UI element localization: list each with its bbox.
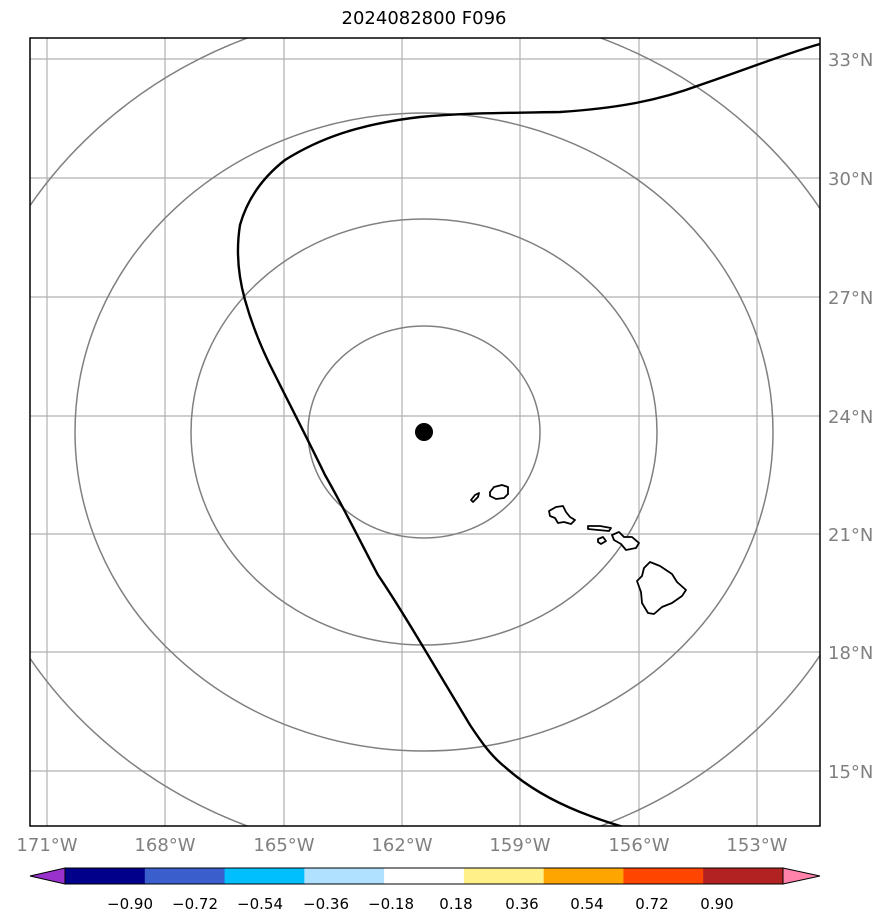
colorbar-segment — [224, 868, 305, 884]
island-hawaii — [636, 561, 687, 615]
lat-label: 30°N — [828, 169, 873, 190]
colorbar-tick-label: −0.36 — [303, 895, 349, 913]
island-maui — [611, 531, 640, 551]
colorbar-segment — [623, 868, 704, 884]
colorbar-tick-label: 0.72 — [635, 895, 668, 913]
lon-label: 159°W — [489, 835, 550, 856]
lat-label: 27°N — [828, 288, 873, 309]
colorbar-segment — [703, 868, 784, 884]
lon-label: 153°W — [726, 835, 787, 856]
colorbar-tick-label: −0.90 — [107, 895, 153, 913]
colorbar-segment — [384, 868, 465, 884]
range-ring-1 — [307, 325, 541, 539]
map-frame — [29, 37, 821, 827]
colorbar-extend-left — [29, 867, 66, 885]
colorbar-segment — [463, 868, 545, 884]
graticule — [30, 38, 820, 826]
colorbar-extend-right — [782, 867, 821, 885]
colorbar-tick-label: 0.36 — [505, 895, 538, 913]
lon-label: 156°W — [608, 835, 669, 856]
colorbar-tick-label: −0.72 — [172, 895, 218, 913]
map-title: 2024082800 F096 — [341, 8, 507, 29]
map-plot-area — [30, 38, 820, 826]
island-oahu — [548, 505, 576, 525]
lat-label: 18°N — [828, 643, 873, 664]
island-kauai — [489, 484, 509, 500]
lon-label: 171°W — [16, 835, 77, 856]
colorbar-segment — [65, 868, 146, 884]
lon-label: 162°W — [371, 835, 432, 856]
lat-label: 15°N — [828, 762, 873, 783]
range-ring-3 — [74, 112, 774, 752]
colorbar-outline — [64, 867, 784, 885]
colorbar-segment — [304, 868, 385, 884]
longitude-labels: 171°W 168°W 165°W 162°W 159°W 156°W 153°… — [16, 835, 787, 856]
colorbar-tick-label: −0.18 — [368, 895, 414, 913]
range-ring-4 — [30, 38, 820, 826]
colorbar-segment — [543, 868, 624, 884]
colorbar-tick-label: 0.90 — [700, 895, 733, 913]
latitude-labels: 33°N 30°N 27°N 24°N 21°N 18°N 15°N — [828, 50, 873, 783]
range-rings — [30, 38, 820, 826]
colorbar-segments — [65, 868, 784, 884]
lat-label: 33°N — [828, 50, 873, 71]
lon-label: 165°W — [253, 835, 314, 856]
lon-label: 168°W — [134, 835, 195, 856]
colorbar-segment — [144, 868, 226, 884]
storm-center-marker — [415, 423, 433, 441]
storm-track — [236, 42, 820, 826]
colorbar-tick-label: 0.54 — [570, 895, 603, 913]
range-ring-2 — [190, 218, 658, 646]
lat-label: 21°N — [828, 525, 873, 546]
colorbar-tick-labels: −0.90 −0.72 −0.54 −0.36 −0.18 0.18 0.36 … — [107, 895, 734, 913]
colorbar: −0.90 −0.72 −0.54 −0.36 −0.18 0.18 0.36 … — [29, 867, 821, 913]
island-niihau — [470, 492, 480, 503]
hawaiian-islands — [470, 484, 687, 615]
island-molokai — [587, 525, 612, 532]
colorbar-tick-label: −0.54 — [237, 895, 283, 913]
colorbar-tick-label: 0.18 — [439, 895, 472, 913]
lat-label: 24°N — [828, 407, 873, 428]
island-lanai — [597, 536, 607, 545]
